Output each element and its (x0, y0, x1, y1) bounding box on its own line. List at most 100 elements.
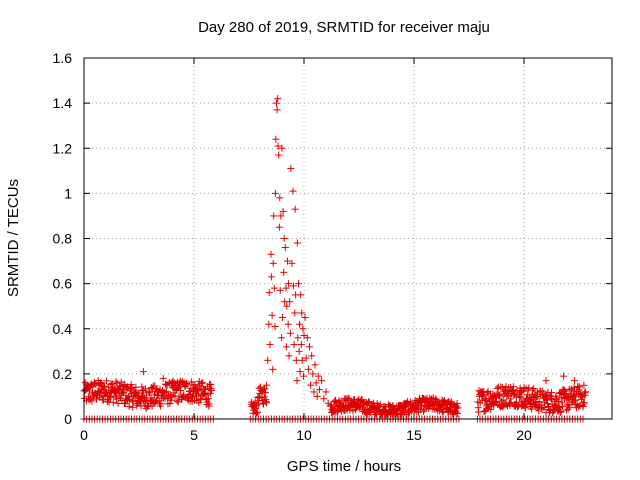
y-tick-label: 1.2 (53, 140, 73, 156)
data-point (191, 381, 199, 389)
data-point (314, 372, 322, 380)
data-point (562, 390, 570, 398)
axis-ticks: 0 0.2 0.4 0.6 0.8 1 1.2 1.4 1.6 0 5 10 15 20 (53, 50, 612, 443)
data-point (304, 365, 312, 373)
data-point (267, 273, 275, 281)
data-point (547, 389, 555, 397)
data-point (496, 392, 504, 400)
data-point (303, 334, 311, 342)
y-tick-label: 0.4 (53, 321, 73, 337)
grid (84, 58, 612, 419)
data-point (576, 383, 584, 391)
data-point (279, 207, 287, 215)
y-tick-label: 0.8 (53, 231, 73, 247)
data-point (502, 400, 510, 408)
data-point (499, 403, 507, 411)
data-point (481, 396, 489, 404)
data-point (139, 368, 147, 376)
data-point (327, 401, 335, 409)
data-point (365, 398, 373, 406)
data-point (452, 408, 460, 416)
data-point (281, 244, 289, 252)
data-point (275, 151, 283, 159)
x-axis-title: GPS time / hours (287, 458, 401, 475)
data-point (270, 284, 278, 292)
data-point (284, 257, 291, 265)
data-point (542, 377, 550, 385)
data-point (294, 334, 302, 342)
data-point (283, 302, 291, 310)
data-point (258, 397, 266, 405)
data-point (263, 381, 271, 389)
data-point (295, 347, 303, 355)
data-point (168, 393, 176, 401)
data-point (376, 400, 384, 408)
data-point (92, 380, 100, 388)
data-point (300, 372, 308, 380)
data-point (509, 383, 517, 391)
data-point (183, 381, 191, 389)
data-point (528, 386, 536, 394)
data-point (265, 289, 273, 297)
data-point (159, 374, 167, 382)
data-point (454, 404, 462, 412)
data-point (571, 377, 579, 385)
data-point (253, 408, 261, 416)
data-point (167, 396, 175, 404)
data-point (99, 396, 107, 404)
data-point (296, 320, 304, 328)
data-point (302, 354, 310, 362)
x-tick-label: 15 (406, 427, 422, 443)
data-point (563, 406, 571, 414)
data-point (198, 379, 206, 387)
data-point (580, 399, 588, 407)
data-point (560, 372, 568, 380)
data-point (277, 212, 285, 220)
data-point (148, 402, 156, 410)
y-axis-title: SRMTID / TECUs (5, 179, 22, 297)
data-point (313, 392, 321, 400)
data-point (143, 396, 151, 404)
data-point (298, 309, 306, 317)
data-point (128, 384, 136, 392)
data-point (268, 311, 276, 319)
data-point (112, 395, 120, 403)
data-point (566, 403, 574, 411)
data-point (269, 259, 277, 267)
data-point (187, 378, 195, 386)
data-point (278, 144, 286, 152)
data-point (90, 391, 98, 399)
data-point (284, 320, 292, 328)
data-point (337, 397, 345, 405)
data-point (274, 142, 282, 150)
data-point (166, 400, 174, 408)
data-point (312, 379, 320, 387)
data-point (276, 286, 284, 294)
y-tick-label: 0.6 (53, 276, 73, 292)
data-point (141, 385, 149, 393)
data-point (289, 282, 297, 290)
data-point (532, 399, 540, 407)
data-point (273, 99, 280, 107)
data-point (264, 356, 272, 364)
data-point (306, 343, 313, 351)
data-point (162, 380, 170, 388)
data-point (208, 387, 216, 395)
data-point (298, 356, 306, 364)
data-point (101, 382, 109, 390)
chart-title: Day 280 of 2019, SRMTID for receiver maj… (198, 19, 490, 36)
data-point (295, 280, 302, 288)
data-point (282, 284, 290, 292)
data-point (114, 399, 122, 407)
data-point (530, 385, 538, 393)
data-point (276, 194, 284, 202)
data-point (177, 386, 185, 394)
data-point (582, 388, 590, 396)
data-point (506, 395, 514, 403)
data-point (146, 389, 154, 397)
data-point (123, 383, 131, 391)
data-point (267, 250, 275, 258)
data-point (249, 409, 257, 417)
data-point (310, 388, 318, 396)
data-point (322, 388, 330, 396)
